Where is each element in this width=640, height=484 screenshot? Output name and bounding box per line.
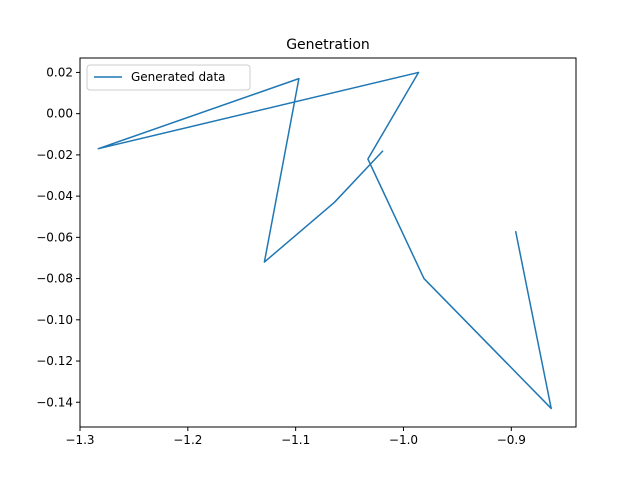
legend: Generated data: [86, 64, 251, 91]
chart-title: Genetration: [286, 37, 370, 53]
y-tick-label: −0.04: [36, 189, 73, 203]
x-tick-label: −1.0: [389, 433, 418, 447]
y-tick-label: 0.00: [46, 107, 73, 121]
plot-area: [97, 71, 552, 410]
x-tick-label: −1.2: [173, 433, 202, 447]
axes-frame: [79, 57, 577, 428]
x-tick-label: −0.9: [497, 433, 526, 447]
y-tick-label: −0.10: [36, 313, 73, 327]
x-tick-label: −1.1: [281, 433, 310, 447]
y-tick-label: −0.06: [36, 230, 73, 244]
x-axis: −1.3 −1.2 −1.1 −1.0 −0.9: [65, 427, 526, 447]
y-tick-label: −0.08: [36, 272, 73, 286]
legend-box: [86, 64, 251, 91]
x-tick-label: −1.3: [65, 433, 94, 447]
y-tick-label: −0.14: [36, 395, 73, 409]
legend-label: Generated data: [131, 70, 226, 84]
y-tick-label: −0.02: [36, 148, 73, 162]
series-line-0: [97, 71, 552, 410]
y-tick-label: 0.02: [46, 65, 73, 79]
y-tick-label: −0.12: [36, 354, 73, 368]
y-axis: 0.02 0.00 −0.02 −0.04 −0.06 −0.08 −0.10 −0.12 −0…: [36, 65, 80, 409]
